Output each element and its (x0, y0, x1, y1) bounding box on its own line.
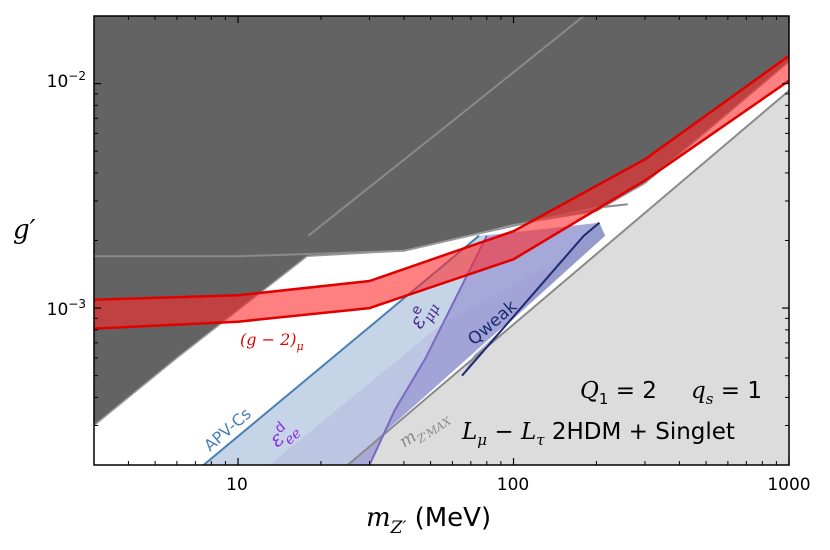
axis-ticks (93, 15, 790, 466)
model-annotation: Lμ − Lτ 2HDM + Singlet (461, 419, 735, 449)
qs-annotation: qs = 1 (691, 378, 762, 408)
epsilon-mumu-region (347, 222, 606, 465)
dark-region-inner-line-2 (307, 16, 585, 237)
plot-area (94, 16, 789, 465)
mzmax-boundary (347, 89, 789, 465)
ytick-label-1e-3: 10−3 (47, 297, 86, 320)
y-axis-label: g′ (13, 215, 36, 245)
g2-band (94, 55, 789, 329)
qweak-region (462, 222, 606, 376)
g2-band-lower-edge (94, 79, 789, 330)
xtick-label-1000: 1000 (767, 475, 810, 495)
q1-annotation: Q1 = 2 (580, 378, 657, 408)
xtick-label-100: 100 (497, 475, 529, 495)
qweak-line (461, 221, 601, 377)
g2-band-upper-edge (94, 54, 789, 301)
xtick-label-10: 10 (226, 475, 248, 495)
x-axis-label: mZ′ (MeV) (366, 503, 491, 538)
excluded-region-dark (94, 16, 789, 426)
ytick-label-1e-2: 10−2 (47, 69, 86, 92)
epsilon-mumu-line (368, 235, 488, 465)
g2-label: (g − 2)μ (240, 330, 304, 353)
